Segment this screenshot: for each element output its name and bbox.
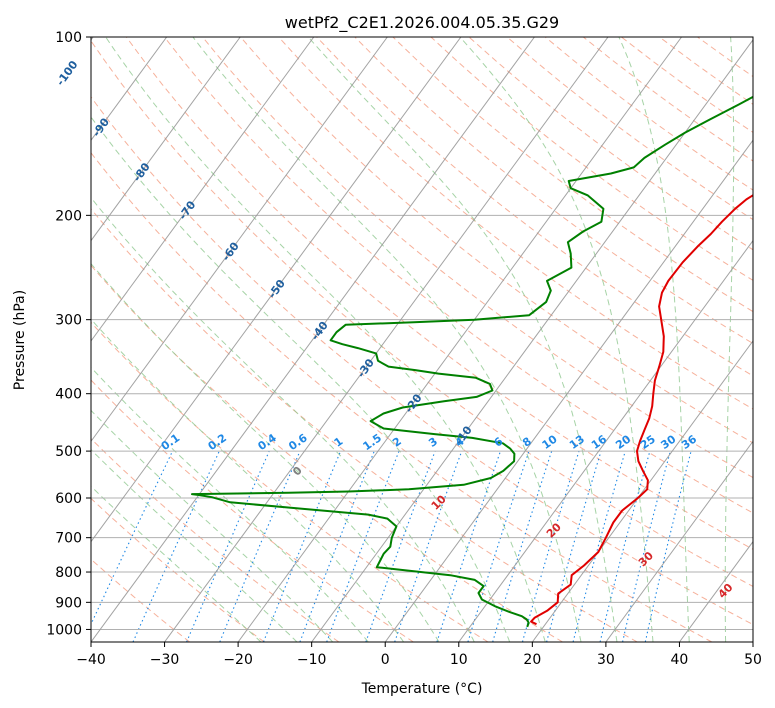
dry-adiabat-line [91, 208, 638, 642]
y-axis: 1000 900 800 700 600 500 400 300 200 100 [46, 30, 91, 638]
isotherm-line [384, 139, 753, 642]
y-tick-label: 200 [55, 208, 82, 224]
moist-adiabat-line [91, 409, 334, 642]
x-tick-label: 30 [597, 652, 615, 668]
mixing-ratio-line [546, 450, 602, 642]
x-tick-label: −40 [76, 652, 106, 668]
mixing-ratio-line [521, 450, 580, 642]
isotherm-line [91, 37, 388, 443]
x-tick-label: −30 [150, 652, 180, 668]
mixing-ratio-line [91, 450, 173, 626]
x-axis-title: Temperature (°C) [361, 681, 483, 697]
y-tick-label: 400 [55, 387, 82, 403]
y-tick-label: 500 [55, 444, 82, 460]
moist-adiabat-line [91, 448, 298, 642]
x-tick-label: 50 [744, 652, 762, 668]
dewpoint-profile-line [191, 95, 753, 628]
chart-title: wetPf2_C2E1.2026.004.05.35.G29 [285, 13, 559, 33]
moist-adiabat-line [105, 37, 546, 642]
x-tick-label: 40 [671, 652, 689, 668]
moist-adiabat-line [91, 262, 440, 642]
isotherm-line [311, 39, 753, 642]
dry-adiabat-line [164, 37, 753, 514]
x-tick-label: −10 [297, 652, 327, 668]
y-axis-title: Pressure (hPa) [12, 290, 28, 390]
dry-adiabat-line [354, 37, 753, 345]
isotherm-line [605, 440, 753, 642]
mixing-ratio-line [326, 450, 400, 642]
isotherm-line [531, 340, 753, 642]
dry-adiabat-line [278, 37, 753, 410]
isotherm-line [91, 37, 241, 242]
isotherm-line [458, 239, 753, 642]
y-tick-label: 600 [55, 491, 82, 507]
plot-frame [90, 36, 754, 643]
isotherm-line [91, 37, 168, 142]
y-tick-label: 800 [55, 565, 82, 581]
thermo-background-lines [91, 37, 753, 642]
x-tick-label: 10 [450, 652, 468, 668]
moist-adiabat-line [618, 37, 690, 642]
temperature-profile-line [530, 194, 753, 626]
y-tick-label: 1000 [46, 622, 82, 638]
dry-adiabat-line [91, 40, 753, 588]
x-tick-label: −20 [223, 652, 253, 668]
isotherm-line [164, 37, 609, 642]
mixing-ratio-line [299, 450, 375, 642]
y-tick-label: 100 [55, 30, 82, 46]
dry-adiabat-line [91, 264, 563, 642]
x-tick-label: 0 [381, 652, 390, 668]
dry-adiabat-line [316, 37, 753, 377]
moist-adiabat-line [192, 37, 582, 642]
moist-adiabat-line [91, 318, 405, 642]
isotherm-line [237, 37, 682, 642]
dry-adiabat-line [91, 151, 713, 642]
moist-adiabat-line [91, 485, 262, 642]
isotherm-line [91, 37, 315, 342]
moist-adiabat-line [459, 37, 654, 642]
dry-adiabat-line [125, 37, 753, 550]
mixing-ratio-line [467, 450, 530, 642]
x-axis: −40 −30 −20 −10 0 10 20 30 40 50 [76, 642, 762, 668]
y-tick-label: 900 [55, 595, 82, 611]
isotherm-line [91, 37, 535, 642]
dry-adiabat-line [91, 96, 753, 626]
moist-adiabat-line [724, 37, 735, 642]
y-tick-label: 300 [55, 313, 82, 329]
moist-adiabat-line [307, 37, 618, 642]
x-tick-label: 20 [523, 652, 541, 668]
sounding-profiles [191, 95, 753, 628]
mixing-ratio-line [132, 450, 220, 642]
y-tick-label: 700 [55, 531, 82, 547]
mixing-ratio-line [436, 450, 502, 642]
